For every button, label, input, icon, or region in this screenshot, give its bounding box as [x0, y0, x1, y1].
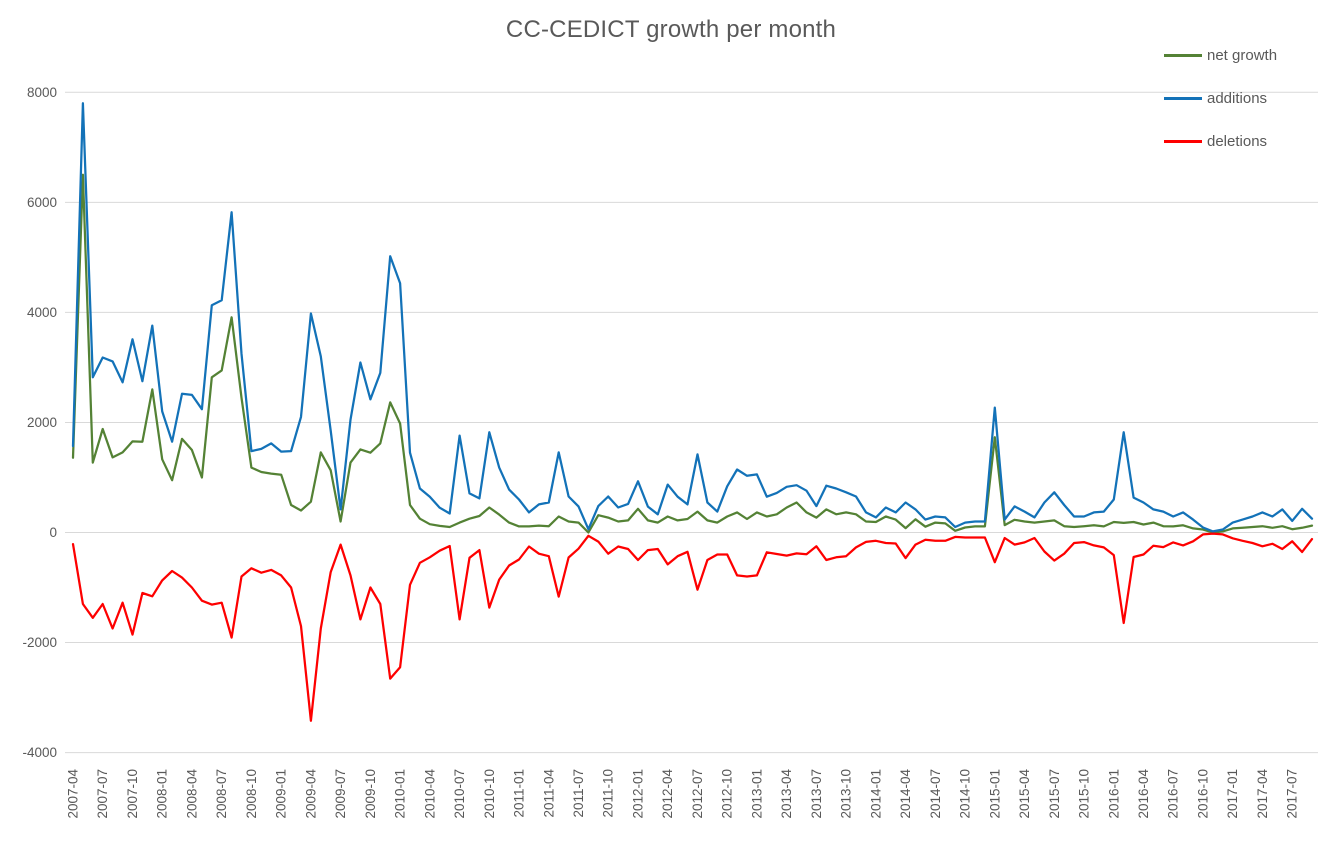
x-axis-label: 2011-04 [541, 769, 556, 818]
x-axis-label: 2010-04 [422, 769, 437, 819]
x-axis-label: 2015-10 [1077, 769, 1092, 819]
x-axis-label: 2013-07 [809, 769, 824, 819]
legend: net growth additions deletions [1164, 44, 1334, 173]
x-axis-label: 2011-10 [601, 769, 616, 818]
x-axis-label: 2014-07 [928, 769, 943, 819]
x-axis-label: 2009-07 [333, 769, 348, 819]
additions-line-swatch-icon [1164, 96, 1202, 100]
x-axis-label: 2015-01 [987, 769, 1002, 819]
y-axis-label: -4000 [22, 745, 57, 760]
y-axis-label: -2000 [22, 635, 57, 650]
x-axis-label: 2008-10 [244, 769, 259, 819]
chart-title: CC-CEDICT growth per month [505, 16, 837, 43]
x-axis-label: 2009-04 [303, 769, 318, 819]
x-axis-label: 2008-07 [214, 769, 229, 819]
x-axis-label: 2010-10 [482, 769, 497, 819]
x-axis-label: 2011-01 [512, 769, 527, 818]
legend-label-deletions: deletions [1207, 132, 1268, 150]
series-line-deletions [71, 532, 1314, 722]
legend-item-additions: additions [1164, 87, 1334, 109]
x-axis-label: 2012-10 [720, 769, 735, 819]
x-axis-label: 2012-07 [690, 769, 705, 819]
x-axis-label: 2008-04 [184, 769, 199, 819]
x-axis-label: 2013-10 [839, 769, 854, 819]
legend-item-net-growth: net growth [1164, 44, 1334, 66]
deletions-line-swatch-icon [1164, 139, 1202, 143]
x-axis-label: 2017-04 [1255, 769, 1270, 819]
y-axis-label: 6000 [27, 195, 57, 210]
x-axis-label: 2009-10 [363, 769, 378, 819]
y-axis-label: 8000 [27, 85, 57, 100]
x-axis-label: 2014-01 [868, 769, 883, 819]
legend-label-additions: additions [1207, 89, 1268, 107]
x-axis-label: 2016-04 [1136, 769, 1151, 819]
x-axis-label: 2007-04 [66, 769, 81, 819]
x-axis-label: 2007-07 [95, 769, 110, 819]
x-axis-label: 2009-01 [274, 769, 289, 819]
y-axis-label: 2000 [27, 415, 57, 430]
x-axis-label: 2012-01 [630, 769, 645, 819]
x-axis-label: 2015-04 [1017, 769, 1032, 819]
x-axis-label: 2014-10 [958, 769, 973, 819]
x-axis-label: 2012-04 [660, 769, 675, 819]
legend-label-net-growth: net growth [1207, 46, 1278, 64]
x-axis-label: 2017-01 [1225, 769, 1240, 819]
series-line-additions [71, 102, 1314, 533]
x-axis-label: 2016-07 [1166, 769, 1181, 819]
x-axis-label: 2010-07 [452, 769, 467, 819]
x-axis-label: 2010-01 [393, 769, 408, 819]
x-axis-label: 2011-07 [571, 769, 586, 818]
legend-item-deletions: deletions [1164, 130, 1334, 152]
x-axis-label: 2008-01 [155, 769, 170, 819]
y-axis-label: 4000 [27, 305, 57, 320]
x-axis-label: 2014-04 [898, 769, 913, 819]
x-axis-label: 2016-01 [1106, 769, 1121, 819]
net-growth-line-swatch-icon [1164, 53, 1202, 57]
x-axis-label: 2013-04 [779, 769, 794, 819]
x-axis-label: 2015-07 [1047, 769, 1062, 819]
x-axis-label: 2013-01 [749, 769, 764, 819]
x-axis-label: 2016-10 [1195, 769, 1210, 819]
x-axis-label: 2017-07 [1285, 769, 1300, 819]
series-line-net-growth [71, 173, 1314, 534]
y-axis-label: 0 [49, 525, 57, 540]
x-axis-label: 2007-10 [125, 769, 140, 819]
